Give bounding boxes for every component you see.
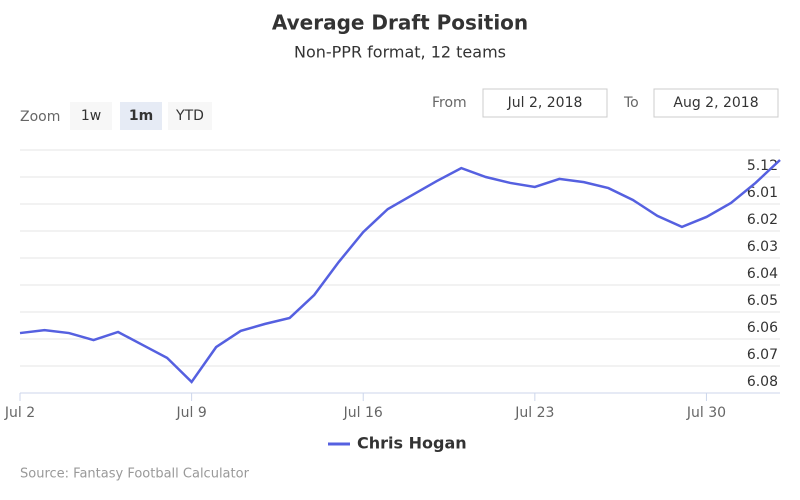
from-value[interactable]: Jul 2, 2018	[507, 95, 583, 111]
zoom-button-label[interactable]: 1m	[129, 108, 153, 124]
to-input[interactable]	[653, 88, 779, 118]
x-tick-label: Jul 30	[686, 405, 726, 421]
x-tick-label: Jul 9	[175, 405, 206, 421]
y-tick-label: 6.01	[747, 185, 778, 201]
from-input[interactable]	[482, 88, 608, 118]
legend-label[interactable]: Chris Hogan	[357, 434, 467, 453]
zoom-button-label[interactable]: YTD	[175, 108, 204, 124]
from-label: From	[432, 95, 467, 111]
zoom-button-label[interactable]: 1w	[81, 108, 101, 124]
chart-title: Average Draft Position	[272, 11, 528, 35]
y-tick-label: 6.03	[747, 239, 778, 255]
zoom-button[interactable]	[168, 102, 212, 130]
y-tick-label: 6.08	[747, 374, 778, 390]
to-label: To	[623, 95, 639, 111]
y-tick-label: 6.07	[747, 347, 778, 363]
source: Source: Fantasy Football Calculator	[20, 467, 250, 482]
chart-subtitle: Non-PPR format, 12 teams	[294, 43, 506, 62]
to-value[interactable]: Aug 2, 2018	[673, 95, 758, 111]
y-tick-label: 6.02	[747, 212, 778, 228]
zoom-label: Zoom	[20, 109, 60, 125]
zoom-buttons: 1w 1m YTD	[70, 102, 212, 130]
y-tick-label: 6.04	[747, 266, 778, 282]
x-tick-label: Jul 16	[343, 405, 383, 421]
x-tick-label: Jul 23	[514, 405, 554, 421]
series-line	[19, 159, 781, 384]
y-tick-label: 6.06	[747, 320, 778, 336]
y-tick-label: 6.05	[747, 293, 778, 309]
zoom-button[interactable]	[70, 102, 112, 130]
zoom-button[interactable]	[120, 102, 162, 130]
x-tick-label: Jul 2	[4, 405, 35, 421]
